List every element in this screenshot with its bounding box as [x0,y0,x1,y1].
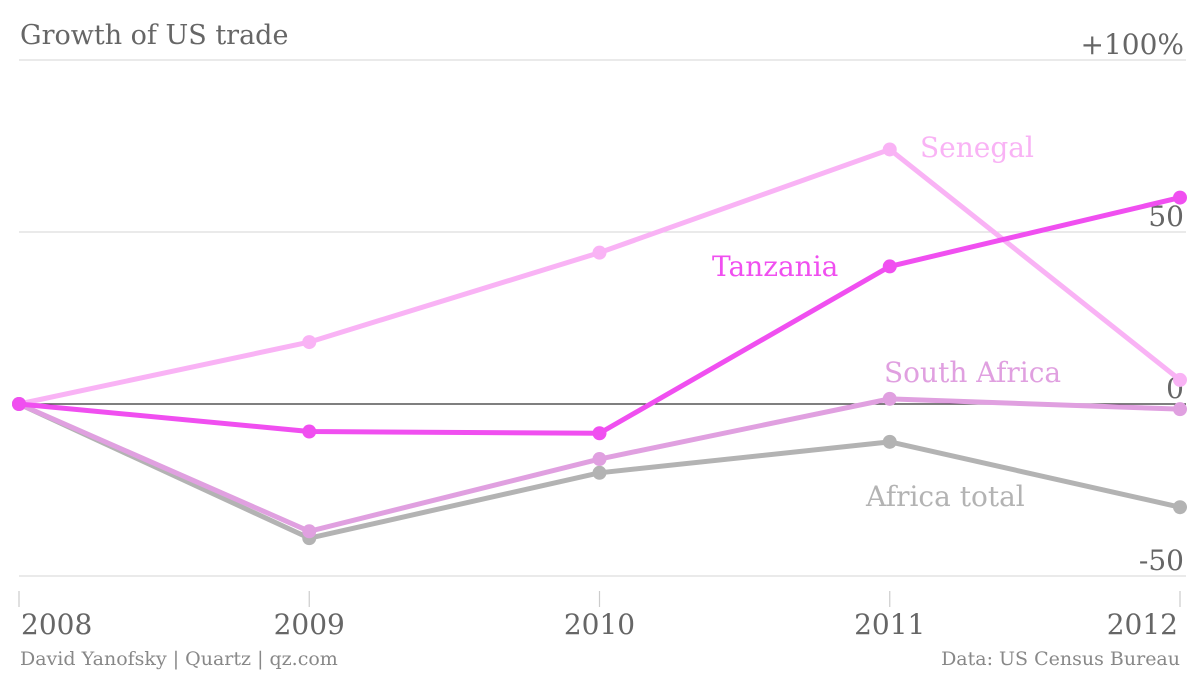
series-labels: Senegal Africa total South Africa Tanzania [712,131,1061,513]
credit-text: David Yanofsky | Quartz | qz.com [20,648,338,670]
series-lines [12,142,1187,546]
data-point-senegal [592,245,607,260]
data-point-africa-total [592,465,607,480]
data-point-south-africa [302,524,317,539]
gridlines: +100%500-50 [19,28,1186,577]
x-tick-label: 2009 [274,608,345,641]
y-tick-label: +100% [1080,28,1184,61]
source-text: Data: US Census Bureau [941,648,1180,670]
series-label-tanzania: Tanzania [712,250,838,283]
data-point-south-africa [592,452,607,467]
x-tick-label: 2012 [1107,608,1178,641]
series-label-senegal: Senegal [920,131,1034,164]
data-point-tanzania [12,397,26,411]
data-point-senegal [882,142,897,157]
data-point-south-africa [882,391,897,406]
y-tick-label: -50 [1139,544,1184,577]
data-point-south-africa [1173,402,1187,417]
x-tick-label: 2011 [854,608,925,641]
data-point-senegal [1173,372,1187,387]
x-tick-label: 2008 [21,608,92,641]
data-point-senegal [302,335,317,350]
series-line-tanzania [16,195,1183,436]
data-point-tanzania [592,426,607,441]
data-point-africa-total [1173,500,1187,515]
data-point-tanzania [302,424,317,439]
x-axis-ticks: 2008 2009 2010 2011 2012 [18,591,1181,641]
data-point-tanzania [882,259,897,274]
x-tick-label: 2010 [564,608,635,641]
data-point-africa-total [882,434,897,449]
series-label-africa-total: Africa total [865,480,1025,513]
chart-title: Growth of US trade [20,20,289,51]
data-point-tanzania [1173,190,1187,205]
series-label-south-africa: South Africa [884,356,1061,389]
